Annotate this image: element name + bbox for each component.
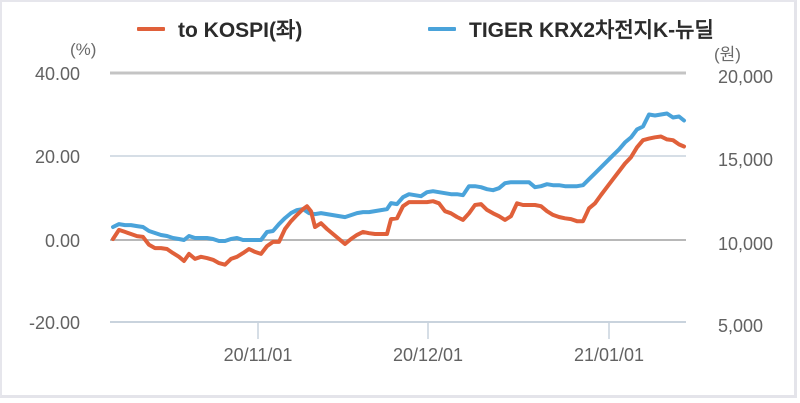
right-axis-unit: (원) [714,45,741,64]
series-line-tiger [111,111,686,243]
x-tick-label: 20/11/01 [224,345,293,365]
legend-item-tiger[interactable]: TIGER KRX2차전지K-뉴딜 [428,14,714,44]
left-axis-unit: (%) [70,40,97,59]
right-tick-label: 5,000 [718,316,763,336]
right-tick-label: 10,000 [718,234,773,254]
left-tick-label: 40.00 [35,64,80,84]
legend-label-kospi: to KOSPI(좌) [178,19,303,42]
series-line-kospi [111,134,686,267]
right-tick-label: 20,000 [718,67,773,87]
left-tick-label: 20.00 [35,147,80,167]
right-tick-label: 15,000 [718,150,773,170]
legend-item-kospi[interactable]: to KOSPI(좌) [137,14,302,44]
left-tick-label: -20.00 [29,313,80,333]
legend: to KOSPI(좌) TIGER KRX2차전지K-뉴딜 [0,14,800,42]
x-tick-label: 20/12/01 [393,345,463,365]
x-tick-label: 21/01/01 [574,345,644,365]
legend-label-tiger: TIGER KRX2차전지K-뉴딜 [469,19,714,42]
tiger-swatch-icon [428,27,456,31]
kospi-swatch-icon [137,27,165,31]
left-tick-label: 0.00 [45,231,80,251]
